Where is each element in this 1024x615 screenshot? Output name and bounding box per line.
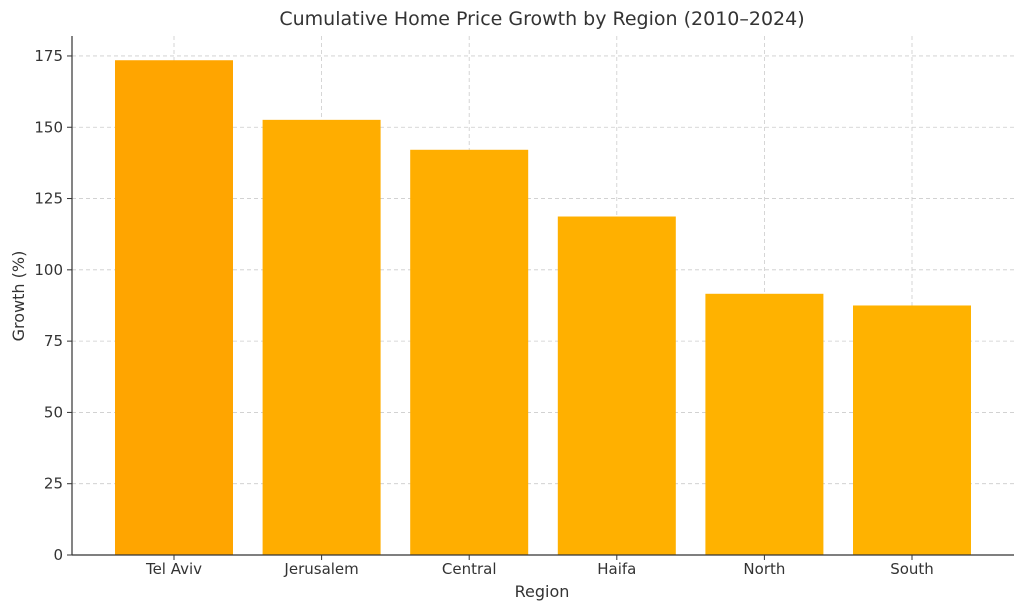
y-tick-label: 0: [53, 546, 63, 564]
x-ticks: Tel Aviv Jerusalem Central Haifa North South: [145, 555, 934, 578]
y-tick-label: 25: [44, 475, 63, 493]
bar: [410, 149, 529, 555]
x-tick-label: Jerusalem: [283, 560, 358, 578]
bar: [262, 119, 381, 555]
bar: [115, 60, 233, 555]
y-tick-label: 50: [44, 403, 63, 421]
y-tick-label: 150: [34, 118, 63, 136]
y-tick-label: 125: [34, 190, 63, 208]
y-tick-label: 175: [34, 47, 63, 65]
bar: [557, 216, 676, 555]
axes: [71, 36, 1014, 556]
x-tick-label: South: [890, 560, 934, 578]
y-tick-label: 75: [44, 332, 63, 350]
x-tick-label: Central: [442, 560, 497, 578]
x-tick-label: North: [743, 560, 785, 578]
y-ticks: 0 25 50 75 100 125 150 175: [34, 47, 72, 564]
bar: [853, 305, 971, 555]
y-tick-label: 100: [34, 261, 63, 279]
bars: [115, 60, 971, 555]
y-axis-label: Growth (%): [9, 251, 28, 342]
x-tick-label: Tel Aviv: [145, 560, 202, 578]
chart-title: Cumulative Home Price Growth by Region (…: [279, 8, 804, 30]
x-axis-label: Region: [515, 582, 570, 601]
bar: [705, 293, 824, 555]
x-tick-label: Haifa: [597, 560, 636, 578]
